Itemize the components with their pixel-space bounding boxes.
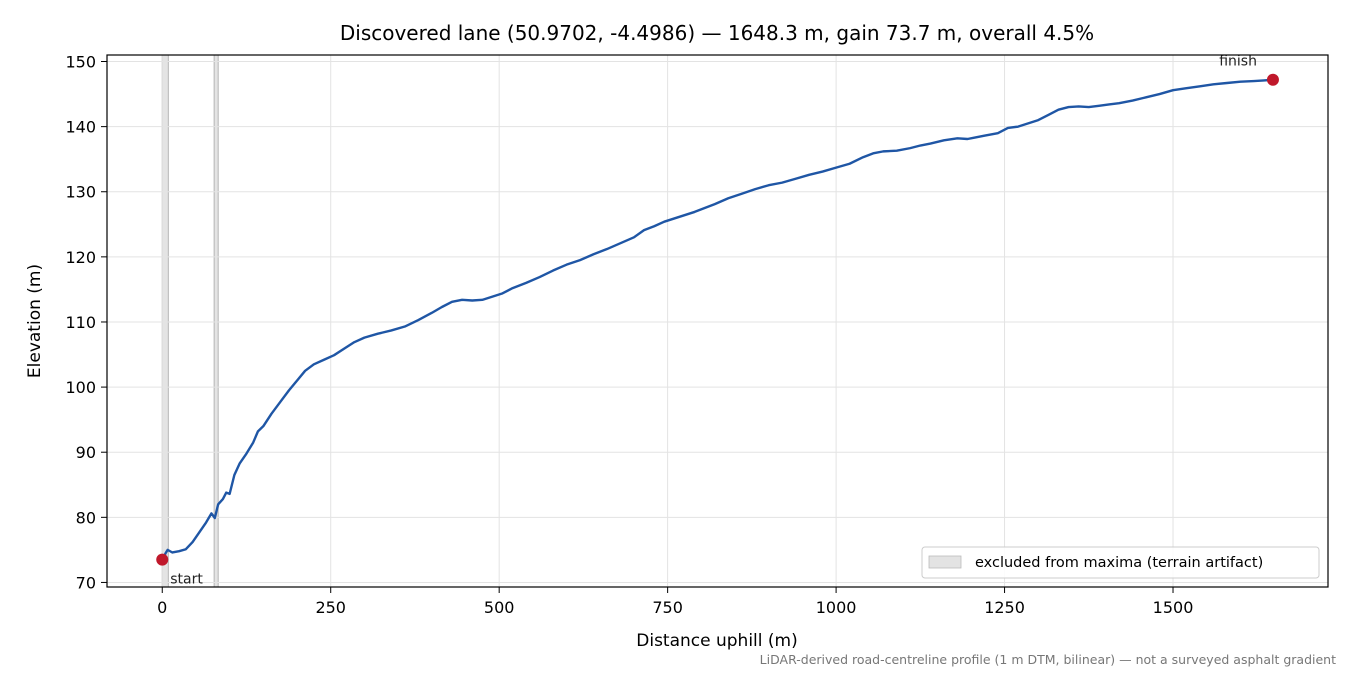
y-axis-label: Elevation (m) (25, 264, 45, 378)
markers-layer: start finish (156, 54, 1279, 588)
x-tick-label: 500 (484, 598, 515, 617)
y-tick-label: 120 (65, 248, 96, 267)
footnote: LiDAR-derived road-centreline profile (1… (760, 652, 1336, 667)
plot-frame (106, 54, 1329, 588)
y-tick-label: 90 (76, 443, 96, 462)
y-tick-label: 140 (65, 118, 96, 137)
finish-annotation: finish (1219, 54, 1257, 70)
excluded-band (214, 55, 219, 587)
x-tick-label: 0 (157, 598, 167, 617)
legend-entry-excluded: excluded from maxima (terrain artifact) (975, 555, 1263, 571)
legend-box (921, 546, 1320, 579)
x-tick-label: 250 (315, 598, 346, 617)
x-tick-label: 750 (652, 598, 683, 617)
legend: excluded from maxima (terrain artifact) (921, 546, 1320, 579)
start-marker (156, 553, 169, 566)
finish-marker (1266, 73, 1279, 86)
elevation-series-line (161, 78, 1275, 561)
excluded-bands (161, 55, 219, 587)
y-tick-label: 100 (65, 378, 96, 397)
x-tick-label: 1250 (984, 598, 1025, 617)
chart-title: Discovered lane (50.9702, -4.4986) — 164… (340, 21, 1094, 45)
y-tick-label: 150 (65, 53, 96, 72)
x-axis: 0 250 500 750 1000 1250 1500 (157, 587, 1193, 617)
x-tick-label: 1500 (1153, 598, 1194, 617)
legend-swatch (928, 555, 962, 569)
y-tick-label: 70 (76, 573, 96, 592)
y-tick-label: 110 (65, 313, 96, 332)
x-tick-label: 1000 (816, 598, 857, 617)
excluded-band (162, 55, 169, 587)
y-tick-label: 130 (65, 183, 96, 202)
start-annotation: start (170, 572, 203, 588)
y-tick-label: 80 (76, 508, 96, 527)
x-axis-label: Distance uphill (m) (636, 631, 797, 651)
grid-lines (107, 55, 1328, 587)
y-axis: 70 80 90 100 110 120 130 140 150 (65, 53, 107, 592)
series-layer (161, 78, 1275, 561)
